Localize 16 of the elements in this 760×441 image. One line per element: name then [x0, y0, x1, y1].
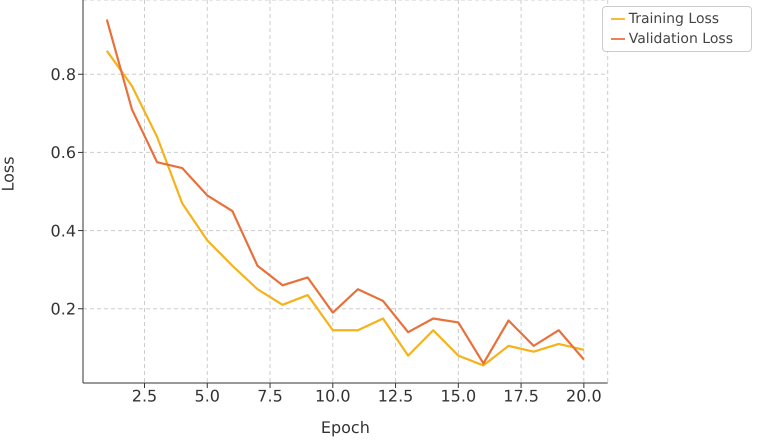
x-tick-label: 7.5 [257, 386, 283, 406]
x-tick-label: 20.0 [566, 386, 602, 406]
y-tick-label: 0.4 [50, 221, 76, 240]
x-tick-label: 10.0 [314, 386, 351, 406]
x-tick-label: 15.0 [440, 386, 476, 406]
x-tick-label: 2.5 [132, 386, 158, 406]
legend-label: Validation Loss [628, 31, 733, 47]
x-tick-label: 5.0 [194, 386, 220, 406]
y-axis-title: Loss [0, 156, 18, 192]
legend-label: Training Loss [628, 11, 720, 27]
x-tick-label: 12.5 [378, 386, 414, 406]
x-tick-label: 17.5 [503, 386, 539, 406]
x-axis-title: Epoch [320, 418, 370, 437]
y-tick-label: 0.8 [50, 64, 76, 84]
y-tick-label: 0.6 [50, 143, 76, 162]
y-tick-label: 0.2 [50, 299, 76, 318]
